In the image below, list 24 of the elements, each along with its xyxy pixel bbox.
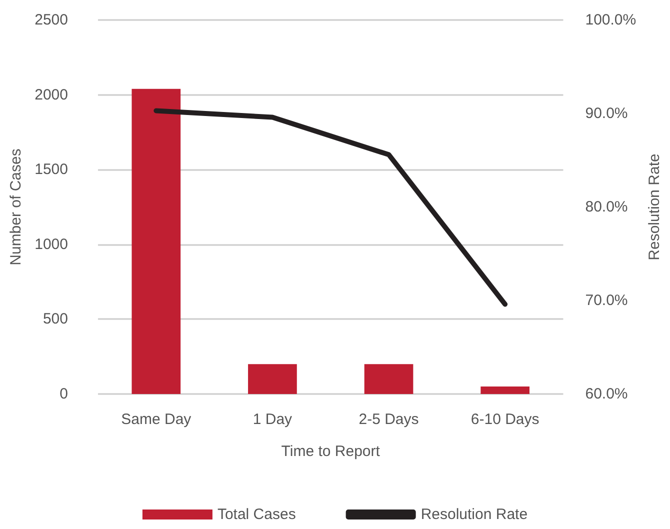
y2-tick-label: 80.0% <box>585 198 628 216</box>
x-tick-label: 2-5 Days <box>358 411 419 428</box>
x-tick-label: 1 Day <box>252 411 293 428</box>
bar <box>132 88 181 394</box>
x-tick-label: Same Day <box>121 411 192 428</box>
bar <box>248 364 297 394</box>
y2-axis-title: Resolution Rate <box>646 154 663 260</box>
y-tick-label: 1000 <box>34 236 68 253</box>
bar <box>364 364 414 394</box>
legend-label: Resolution Rate <box>420 506 528 523</box>
y-tick-label: 2500 <box>34 12 68 28</box>
x-tick-label: 6-10 Days <box>470 411 540 428</box>
y-tick-label: 0 <box>60 386 68 402</box>
y2-tick-label: 100.0% <box>585 12 636 28</box>
y-tick-label: 500 <box>42 310 68 328</box>
legend-label: Total Cases <box>217 506 296 523</box>
y2-tick-label: 60.0% <box>585 386 628 402</box>
y-axis-title: Number of Cases <box>8 148 25 266</box>
x-axis-title: Time to Report <box>281 443 381 460</box>
bar <box>480 386 530 394</box>
y-tick-label: 1500 <box>34 161 68 178</box>
y-tick-label: 2000 <box>34 86 68 104</box>
y2-tick-label: 70.0% <box>585 292 628 309</box>
y2-tick-label: 90.0% <box>585 105 628 122</box>
